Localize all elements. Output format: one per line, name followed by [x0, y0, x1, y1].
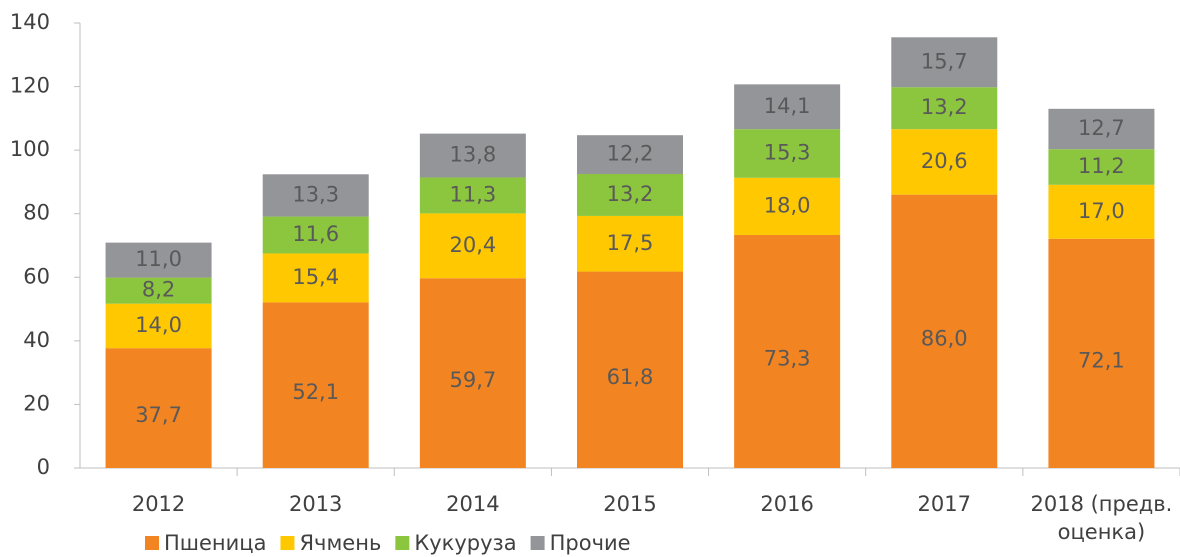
- y-tick-label: 0: [37, 455, 50, 479]
- legend-label: Пшеница: [164, 531, 266, 555]
- bar-segment: [105, 277, 212, 304]
- bar-segment: [105, 242, 212, 278]
- bar-segment: [577, 135, 683, 174]
- legend-swatch: [530, 536, 545, 550]
- value-label: 11,3: [449, 182, 496, 206]
- x-tick-label: 2013: [288, 492, 343, 516]
- value-label: 18,0: [764, 193, 811, 217]
- y-tick-label: 20: [23, 391, 50, 415]
- value-label: 12,2: [607, 142, 654, 166]
- bar-segment: [419, 278, 526, 468]
- bar-segment: [419, 133, 526, 178]
- value-label: 15,3: [764, 140, 811, 164]
- value-label: 72,1: [1078, 348, 1125, 372]
- value-label: 73,3: [764, 347, 811, 371]
- bar-segment: [419, 177, 526, 214]
- value-label: 15,7: [921, 49, 968, 73]
- value-label: 8,2: [142, 278, 175, 302]
- value-label: 11,6: [292, 222, 339, 246]
- bar-segment: [262, 216, 369, 254]
- bar-segment: [1048, 184, 1155, 239]
- bar-segment: [1048, 149, 1155, 185]
- bar-segment: [891, 37, 998, 88]
- value-label: 15,4: [292, 265, 339, 289]
- bar-segment: [577, 215, 683, 272]
- bar-segment: [419, 213, 526, 279]
- x-tick-label: 2018 (предв. оценка): [1030, 492, 1173, 544]
- bar-segment: [105, 303, 212, 349]
- value-label: 13,2: [921, 95, 968, 119]
- value-label: 20,4: [449, 233, 496, 257]
- bar-segment: [1048, 238, 1155, 468]
- bar-segment: [1048, 108, 1155, 150]
- value-label: 14,1: [764, 94, 811, 118]
- bar-segment: [105, 348, 212, 468]
- value-label: 52,1: [292, 380, 339, 404]
- value-label: 17,5: [607, 231, 654, 255]
- bar-segment: [734, 177, 841, 236]
- bar-segment: [891, 87, 998, 130]
- bar-segment: [891, 129, 998, 195]
- value-label: 20,6: [921, 149, 968, 173]
- value-label: 14,0: [135, 313, 182, 337]
- bar-segment: [891, 194, 998, 468]
- x-tick-label: 2016: [760, 492, 814, 516]
- value-label: 12,7: [1078, 116, 1125, 140]
- bar-segment: [262, 174, 369, 217]
- bar-segment: [577, 173, 683, 216]
- value-label: 13,8: [449, 143, 496, 167]
- bar-segment: [734, 84, 841, 130]
- x-tick-label: 2017: [917, 492, 971, 516]
- x-tick-label: 2014: [446, 492, 500, 516]
- legend-swatch: [145, 536, 159, 550]
- value-label: 11,0: [135, 247, 182, 271]
- bar-segment: [577, 271, 683, 468]
- legend-swatch: [395, 536, 410, 550]
- x-tick-label: 2015: [603, 492, 657, 516]
- legend-label: Прочие: [550, 531, 631, 555]
- legend-swatch: [280, 536, 295, 550]
- y-tick-label: 80: [23, 201, 50, 225]
- value-label: 13,2: [607, 182, 654, 206]
- bar-segment: [262, 253, 369, 303]
- value-label: 13,3: [292, 182, 339, 206]
- x-tick-label: 2012: [131, 492, 186, 516]
- legend-label: Кукуруза: [414, 531, 516, 555]
- y-tick-label: 40: [23, 328, 50, 352]
- value-label: 37,7: [135, 403, 182, 427]
- bar-segment: [262, 302, 369, 468]
- bar-segment: [734, 235, 841, 468]
- value-label: 17,0: [1078, 199, 1125, 223]
- value-label: 59,7: [449, 368, 496, 392]
- value-label: 61,8: [607, 365, 654, 389]
- y-tick-label: 100: [10, 137, 50, 161]
- bar-segment: [734, 129, 841, 178]
- y-tick-label: 140: [10, 10, 50, 34]
- value-label: 11,2: [1078, 154, 1125, 178]
- legend-label: Ячмень: [299, 531, 381, 555]
- value-label: 86,0: [921, 326, 968, 350]
- y-tick-label: 60: [23, 264, 50, 288]
- y-tick-label: 120: [10, 74, 50, 98]
